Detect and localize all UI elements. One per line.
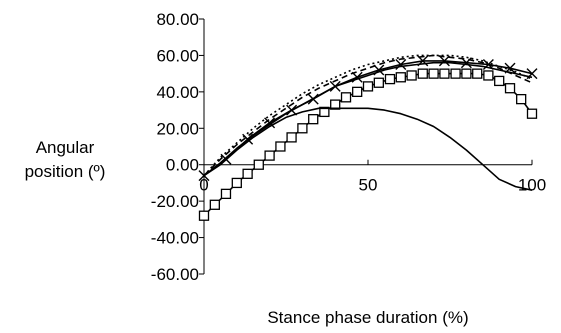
square-marker [319,106,330,118]
labels-group: Angular position (º) Stance phase durati… [25,138,469,327]
square-marker [373,77,384,88]
series-line-6 [203,54,533,177]
series-line-5 [203,54,533,177]
square-marker [516,93,527,105]
y-tick-label: 40.00 [156,83,199,102]
square-marker [253,159,264,170]
square-marker [439,68,450,79]
square-marker [330,99,341,110]
x-marker [438,55,450,67]
series-line-4 [203,61,533,177]
square-marker [362,81,374,92]
series-line-1 [203,60,533,177]
x-tick-label: 0 [199,176,208,195]
x-tick-label: 50 [359,176,378,195]
square-marker [494,75,505,87]
square-marker [297,123,308,134]
square-marker [198,210,210,221]
square-marker [406,70,417,81]
square-marker [395,72,406,83]
square-marker [384,73,396,85]
square-marker [264,150,275,161]
square-marker [504,83,516,94]
y-axis-title-line-2: position (º) [25,162,106,181]
y-tick-label: -60.00 [151,265,199,284]
square-marker [286,132,297,143]
square-marker [461,68,472,79]
x-tick-label: 100 [518,176,546,195]
y-tick-label: -40.00 [151,229,199,248]
y-tick-label: 20.00 [156,119,199,138]
square-marker [472,68,483,79]
square-marker [483,70,494,81]
square-marker [209,199,220,210]
x-axis-title: Stance phase duration (%) [267,308,468,327]
x-marker-stroke [438,55,450,67]
square-marker [428,68,439,79]
square-marker [242,168,253,179]
y-tick-label: 80.00 [156,10,199,29]
square-marker [220,188,232,200]
square-marker [450,68,461,79]
square-marker [526,108,538,119]
axes: 80.00 60.00 40.00 20.00 0.00 -20.00 -40.00 -60.… [151,10,546,284]
square-marker [308,114,319,125]
y-tick-label: 60.00 [156,46,199,65]
y-axis-title-line-1: Angular [36,138,95,157]
series-group [198,54,538,221]
square-marker [352,86,363,98]
y-tick-label: 0.00 [166,156,199,175]
square-marker [340,92,352,103]
square-marker [417,68,428,79]
y-tick-label: -20.00 [151,192,199,211]
square-marker [231,177,242,189]
square-marker [275,141,286,152]
series-line-3 [203,107,533,191]
